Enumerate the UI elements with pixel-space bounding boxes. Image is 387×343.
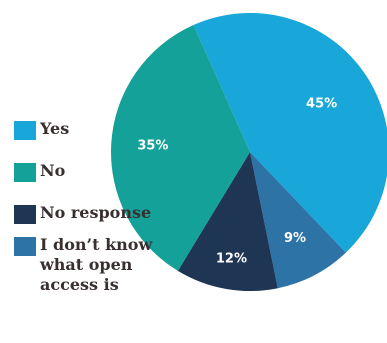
pie-slice-i-don-t-know-what-open-access-is xyxy=(250,152,346,289)
legend-label-dont-know: I don’t know what open access is xyxy=(40,235,153,294)
legend-item-dont-know: I don’t know what open access is xyxy=(14,235,184,295)
pie-slice-labels: 45% 9% 12% 35% xyxy=(137,97,337,267)
legend-swatch-dont-know xyxy=(14,237,36,256)
legend-item-no: No xyxy=(14,161,184,182)
legend-swatch-yes xyxy=(14,121,36,140)
pie-slice-label-i-don-t-know-what-open-access-is: 9% xyxy=(284,231,306,246)
legend-label-no-response: No response xyxy=(40,203,152,222)
legend-swatch-no xyxy=(14,163,36,182)
pie-slice-label-no: 35% xyxy=(137,138,168,153)
pie-slice-yes xyxy=(193,13,387,253)
legend-item-yes: Yes xyxy=(14,119,184,140)
pie-slice-label-no-response: 12% xyxy=(216,251,247,266)
legend-label-yes: Yes xyxy=(40,119,70,138)
pie-slices xyxy=(111,13,387,291)
pie-slice-label-yes: 45% xyxy=(306,97,337,112)
legend-swatch-no-response xyxy=(14,205,36,224)
legend-label-no: No xyxy=(40,161,66,180)
chart-legend: Yes No No response I don’t know what ope… xyxy=(14,119,184,317)
pie-slice-no xyxy=(111,25,250,271)
legend-item-no-response: No response xyxy=(14,203,184,224)
pie-slice-no-response xyxy=(177,152,278,291)
